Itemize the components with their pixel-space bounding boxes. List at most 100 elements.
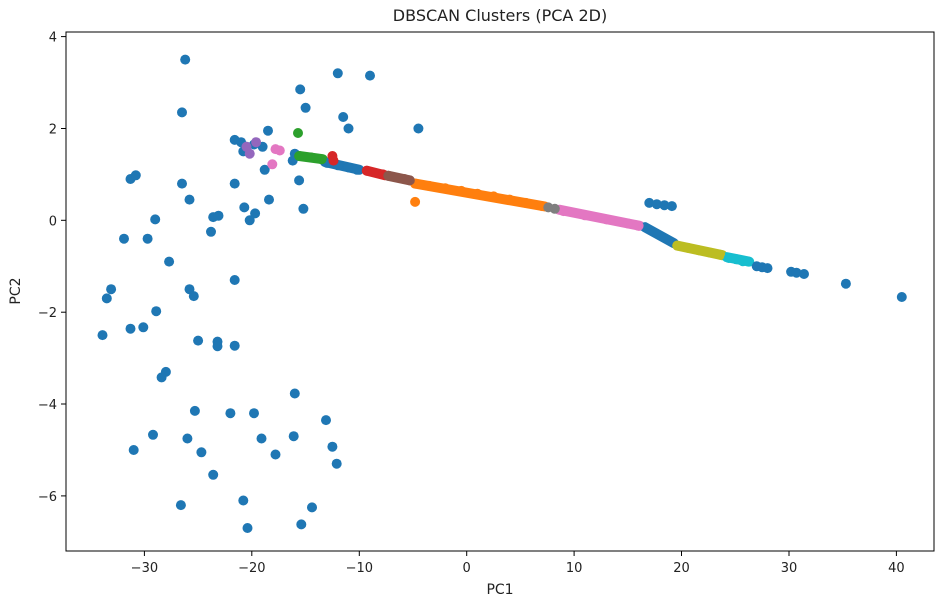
data-point bbox=[331, 458, 342, 469]
data-point bbox=[327, 441, 338, 452]
x-tick-label: −20 bbox=[238, 561, 265, 576]
data-point bbox=[659, 200, 670, 211]
data-point bbox=[263, 125, 273, 136]
data-point bbox=[229, 340, 240, 351]
data-point bbox=[305, 152, 316, 163]
data-point bbox=[762, 263, 773, 274]
data-point bbox=[352, 164, 363, 175]
data-point bbox=[332, 68, 343, 79]
data-point bbox=[298, 203, 309, 214]
data-point bbox=[338, 112, 349, 122]
data-point bbox=[97, 330, 108, 341]
data-point bbox=[125, 323, 136, 334]
data-point bbox=[799, 269, 809, 279]
y-axis-title: PC2 bbox=[8, 277, 24, 304]
cluster-band bbox=[640, 222, 679, 249]
data-point bbox=[715, 249, 726, 260]
data-point bbox=[579, 210, 590, 221]
data-point bbox=[164, 256, 175, 267]
x-tick-label: −30 bbox=[131, 561, 158, 576]
data-point bbox=[256, 433, 267, 444]
x-tick-label: 0 bbox=[463, 561, 471, 576]
chart-title: DBSCAN Clusters (PCA 2D) bbox=[393, 6, 607, 25]
data-point bbox=[244, 215, 255, 226]
data-point bbox=[361, 165, 372, 176]
data-point bbox=[840, 278, 851, 289]
data-point bbox=[456, 185, 467, 196]
data-point bbox=[177, 178, 187, 189]
data-point bbox=[151, 306, 162, 317]
data-point bbox=[410, 196, 421, 207]
data-point bbox=[289, 388, 300, 399]
y-tick-label: 0 bbox=[49, 214, 57, 229]
data-point bbox=[251, 137, 262, 148]
x-axis-title: PC1 bbox=[486, 582, 513, 597]
data-point bbox=[244, 148, 255, 159]
data-point bbox=[472, 188, 483, 199]
data-point bbox=[300, 102, 311, 113]
data-point bbox=[250, 208, 261, 219]
data-point bbox=[206, 226, 216, 237]
data-point bbox=[622, 218, 633, 229]
x-tick-label: 20 bbox=[673, 561, 690, 576]
data-point bbox=[142, 233, 153, 244]
data-point bbox=[504, 194, 515, 205]
data-point bbox=[896, 292, 907, 302]
data-point bbox=[225, 408, 236, 419]
data-point bbox=[212, 341, 223, 352]
data-point bbox=[138, 322, 149, 333]
data-point bbox=[148, 429, 158, 440]
data-point bbox=[365, 70, 375, 81]
data-point bbox=[321, 415, 331, 426]
y-tick-label: 2 bbox=[49, 123, 57, 138]
data-point bbox=[644, 197, 655, 208]
data-point bbox=[196, 447, 207, 458]
data-point bbox=[188, 291, 199, 302]
data-point bbox=[316, 154, 327, 165]
data-point bbox=[270, 449, 281, 460]
data-point bbox=[229, 178, 240, 189]
x-tick-label: 30 bbox=[781, 561, 798, 576]
data-point bbox=[294, 151, 305, 161]
data-point bbox=[106, 284, 117, 295]
data-point bbox=[182, 433, 193, 444]
data-point bbox=[229, 275, 240, 285]
plot-area-frame bbox=[65, 31, 935, 552]
data-point bbox=[294, 175, 305, 186]
data-point bbox=[404, 175, 415, 186]
data-point bbox=[130, 170, 141, 181]
y-tick-label: −6 bbox=[38, 490, 57, 505]
data-point bbox=[288, 431, 299, 442]
data-point bbox=[296, 519, 307, 530]
data-point bbox=[150, 214, 161, 225]
y-tick-label: −4 bbox=[38, 398, 57, 413]
data-point bbox=[424, 180, 435, 191]
data-point bbox=[267, 159, 278, 170]
y-axis-ticks: 4 2 0 −2 −4 −6 bbox=[38, 31, 66, 505]
data-point bbox=[558, 206, 569, 217]
y-tick-label: −2 bbox=[38, 306, 57, 321]
data-point bbox=[213, 210, 224, 221]
data-point bbox=[189, 405, 200, 416]
data-point bbox=[791, 267, 802, 278]
data-point bbox=[693, 245, 704, 256]
data-point bbox=[119, 233, 129, 244]
data-point bbox=[249, 408, 259, 419]
data-point bbox=[175, 500, 186, 511]
data-point bbox=[156, 372, 167, 383]
x-tick-label: 40 bbox=[888, 561, 905, 576]
data-point bbox=[259, 164, 270, 175]
data-point bbox=[440, 183, 451, 194]
data-point bbox=[193, 335, 204, 346]
y-tick-label: 4 bbox=[49, 31, 57, 46]
data-point bbox=[101, 293, 112, 304]
data-point bbox=[651, 199, 662, 210]
data-point bbox=[264, 194, 274, 205]
data-point bbox=[128, 445, 139, 455]
data-point bbox=[413, 123, 424, 134]
data-point bbox=[208, 469, 219, 480]
data-point bbox=[488, 191, 499, 202]
data-point bbox=[601, 214, 612, 225]
